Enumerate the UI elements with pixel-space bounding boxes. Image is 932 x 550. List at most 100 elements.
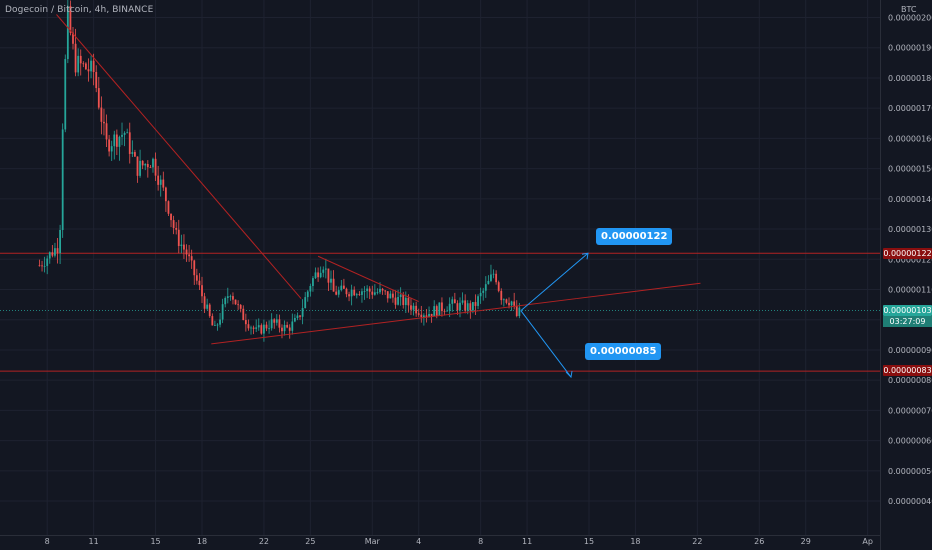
candle-body: [484, 284, 487, 291]
candle-body: [242, 308, 245, 321]
candle-body: [515, 305, 518, 317]
candle-body: [322, 269, 325, 273]
candle-body: [146, 163, 149, 168]
y-tick-label: 0.00000180: [888, 74, 932, 83]
candle-body: [41, 265, 43, 267]
x-tick-label: 8: [45, 537, 50, 546]
y-tick-label: 0.00000110: [888, 286, 932, 295]
y-tick-label: 0.00000040: [888, 497, 932, 506]
candle-body: [273, 319, 276, 323]
candle-body: [443, 311, 446, 312]
candle-body: [368, 288, 371, 292]
candle-body: [172, 220, 175, 228]
symbol-title[interactable]: Dogecoin / Bitcoin, 4h, BINANCE: [5, 5, 154, 15]
candle-body: [438, 302, 441, 316]
candle-body: [399, 294, 402, 298]
y-tick-label: 0.00000050: [888, 467, 932, 476]
target-down-label[interactable]: 0.00000085: [585, 343, 662, 360]
candle-body: [265, 324, 268, 329]
candle-body: [451, 299, 454, 304]
candle-body: [139, 160, 141, 176]
candle-body: [492, 273, 495, 275]
candle-body: [121, 134, 123, 137]
candle-body: [397, 297, 399, 305]
trendlines: [56, 14, 701, 345]
candle-body: [74, 43, 77, 73]
grid: [0, 0, 880, 535]
candle-body: [203, 296, 206, 309]
candle-body: [456, 303, 459, 311]
x-tick-label: 22: [259, 537, 269, 546]
candle-body: [373, 292, 376, 295]
candle-body: [79, 55, 82, 64]
candle-body: [394, 297, 397, 305]
y-tick-label: 0.00000170: [888, 104, 932, 113]
candle-body: [366, 288, 369, 292]
y-tick-label: 0.00000120: [888, 255, 932, 264]
candle-body: [162, 179, 165, 188]
candle-body: [482, 290, 485, 293]
arrow-up-head: [581, 252, 589, 260]
key-levels: [0, 252, 880, 372]
candle-body: [361, 291, 363, 295]
candle-body: [214, 325, 216, 326]
candle-body: [38, 265, 41, 267]
candle-body: [319, 272, 322, 278]
candle-body: [157, 175, 160, 185]
x-tick-label: 4: [416, 537, 421, 546]
candle-body: [95, 72, 98, 89]
candle-body: [335, 291, 338, 295]
candle-body: [508, 302, 510, 306]
candle-body: [435, 306, 438, 316]
candle-body: [51, 252, 54, 256]
candle-body: [123, 132, 126, 135]
x-tick-label: 18: [630, 537, 640, 546]
target-up-label[interactable]: 0.00000122: [596, 228, 673, 245]
candle-body: [381, 288, 384, 291]
projection-arrows: [520, 252, 589, 379]
candle-body: [268, 328, 270, 330]
candle-body: [72, 32, 74, 44]
current-price-badge: 0.00000103: [883, 305, 932, 316]
candle-body: [495, 273, 498, 283]
trendline: [317, 255, 419, 303]
candle-body: [459, 302, 461, 311]
candle-body: [275, 319, 278, 323]
y-tick-label: 0.00000150: [888, 165, 932, 174]
candle-body: [154, 158, 157, 176]
candle-body: [301, 308, 304, 317]
candle-body: [232, 296, 234, 300]
candle-body: [348, 294, 350, 297]
candle-body: [278, 319, 281, 328]
candle-body: [193, 260, 196, 276]
candle-body: [291, 321, 294, 331]
candle-body: [306, 291, 309, 298]
y-tick-label: 0.00000090: [888, 346, 932, 355]
candle-body: [500, 290, 503, 301]
candle-body: [415, 305, 418, 314]
candle-body: [198, 280, 201, 286]
candle-body: [255, 327, 258, 329]
candle-body: [309, 286, 312, 292]
candle-body: [195, 275, 198, 281]
candle-body: [479, 292, 482, 297]
y-tick-label: 0.00000080: [888, 376, 932, 385]
x-tick-label: 8: [478, 537, 483, 546]
candle-body: [59, 229, 61, 254]
candle-body: [108, 139, 111, 152]
candle-body: [343, 285, 345, 289]
x-tick-label: 11: [522, 537, 532, 546]
candle-body: [505, 299, 508, 303]
candle-body: [288, 327, 291, 331]
candle-body: [180, 244, 183, 247]
candle-body: [270, 319, 273, 329]
candle-body: [502, 299, 505, 301]
candle-body: [48, 252, 51, 259]
candle-body: [216, 324, 219, 326]
x-tick-label: 22: [692, 537, 702, 546]
candle-body: [461, 300, 464, 303]
y-tick-label: 0.00000190: [888, 44, 932, 53]
trendline: [211, 298, 577, 345]
